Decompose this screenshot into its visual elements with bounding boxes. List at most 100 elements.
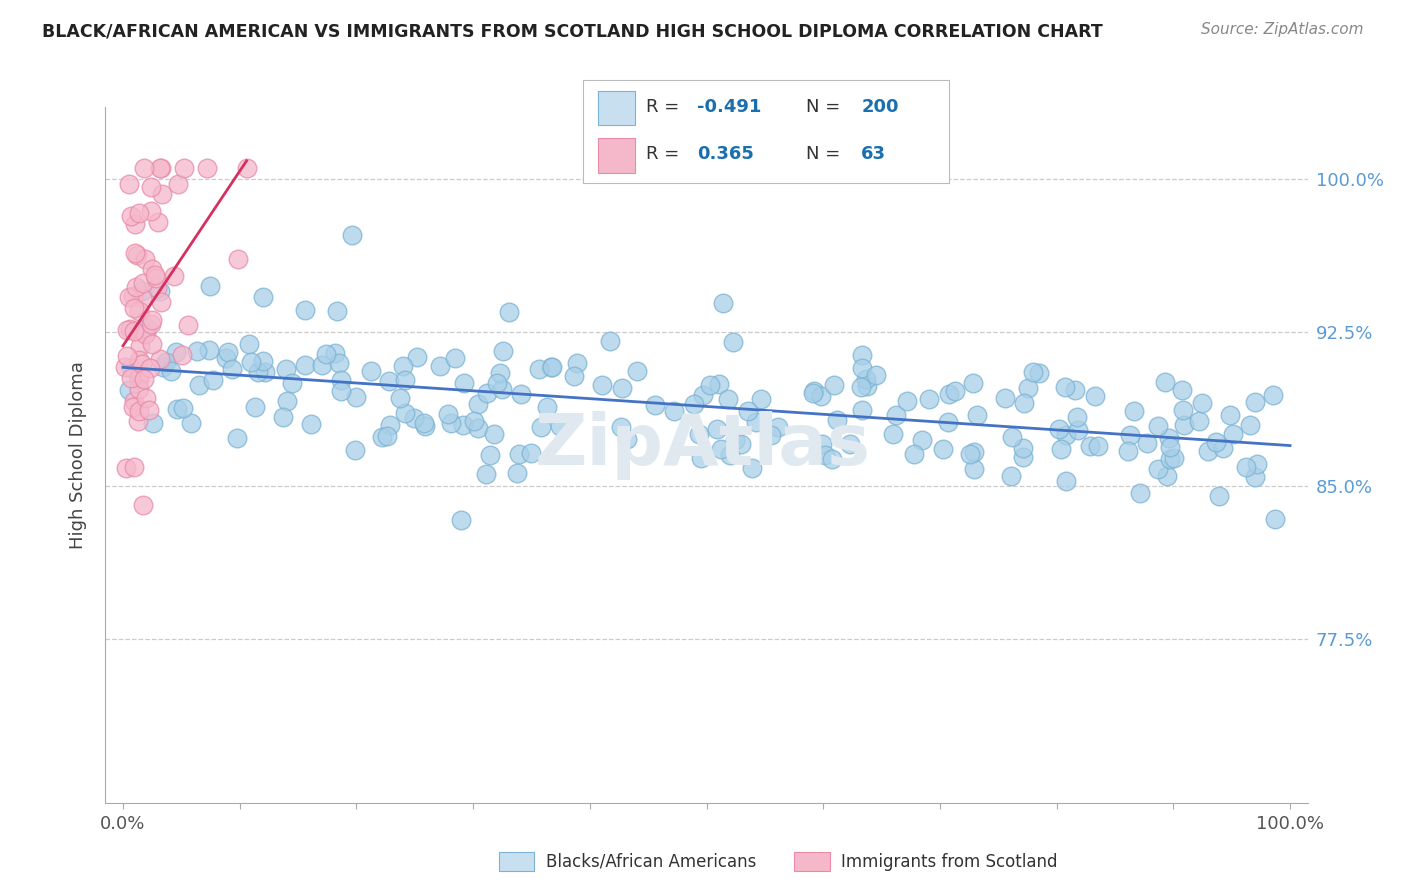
Point [413,416,436,430]
Text: BLACK/AFRICAN AMERICAN VS IMMIGRANTS FROM SCOTLAND HIGH SCHOOL DIPLOMA CORRELATI: BLACK/AFRICAN AMERICAN VS IMMIGRANTS FRO… [42,22,1102,40]
Point [139,180,162,194]
Point [173,161,195,176]
Point [139,361,162,376]
Point [711,296,734,310]
Point [172,401,194,415]
Point [536,400,558,414]
Point [644,398,666,412]
Point [463,414,485,428]
Point [402,411,425,425]
Point [1188,414,1211,428]
Point [152,360,174,375]
Point [1054,428,1077,442]
Point [1246,457,1268,471]
Point [135,326,157,341]
Point [662,404,685,418]
Point [1012,395,1035,409]
Point [718,449,741,463]
Point [918,392,941,406]
Point [749,392,772,406]
Text: -0.491: -0.491 [697,98,761,117]
Point [591,378,613,392]
Point [1066,409,1088,424]
Point [146,214,169,228]
Point [1171,383,1194,397]
Point [134,252,156,266]
Point [165,345,187,359]
Point [453,376,475,390]
Point [145,281,167,295]
Point [1129,486,1152,500]
Point [1012,450,1035,465]
Point [489,366,512,380]
Point [138,402,160,417]
Point [120,209,142,223]
Point [1119,427,1142,442]
Point [683,397,706,411]
Point [963,445,986,459]
Point [274,361,297,376]
Point [124,394,146,409]
Point [692,388,714,402]
Point [541,359,564,374]
Point [299,417,322,431]
Point [122,301,145,315]
Point [141,261,163,276]
Point [326,304,349,318]
Point [128,353,150,368]
Point [135,391,157,405]
Point [717,392,740,407]
Point [810,437,832,451]
Point [1173,417,1195,432]
Point [170,349,193,363]
Point [1028,367,1050,381]
Point [134,161,156,176]
Point [498,305,520,319]
Point [610,381,633,395]
Point [451,418,474,433]
Point [217,344,239,359]
Point [1147,462,1170,476]
Point [688,427,710,442]
Point [344,390,367,404]
Text: 200: 200 [862,98,898,117]
Point [394,406,416,420]
Point [132,499,155,513]
Point [803,384,825,399]
Point [823,378,845,392]
Point [1022,365,1045,379]
Point [1244,469,1267,483]
Point [1153,375,1175,389]
Point [131,284,153,298]
Point [124,245,146,260]
Point [865,368,887,382]
Point [128,367,150,381]
Point [1116,444,1139,458]
Point [813,448,835,462]
Point [737,404,759,418]
Point [548,419,571,434]
Point [610,420,633,434]
Point [141,313,163,327]
Point [167,177,190,191]
Point [707,376,730,391]
Point [245,400,267,414]
Point [195,161,218,176]
Point [149,352,172,367]
Point [1078,439,1101,453]
Point [252,290,274,304]
Point [1122,404,1144,418]
Point [855,372,877,386]
Point [226,252,249,266]
Point [444,351,467,365]
Point [252,353,274,368]
Point [966,408,988,422]
Point [759,428,782,442]
Point [475,467,498,482]
Point [1147,419,1170,434]
Point [851,348,873,362]
Point [155,355,177,369]
Point [389,391,412,405]
Point [506,467,529,481]
Point [177,318,200,332]
